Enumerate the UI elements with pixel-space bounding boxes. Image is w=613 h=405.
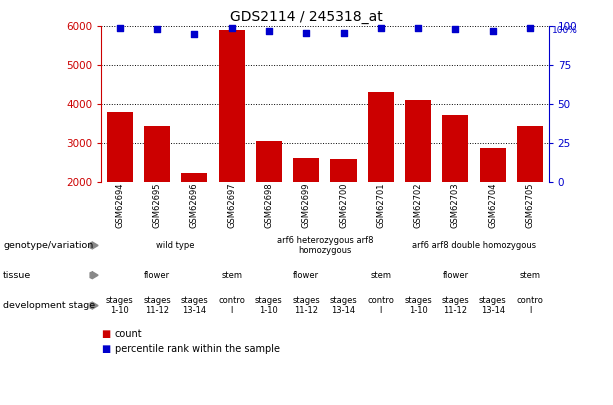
Text: GSM62701: GSM62701	[376, 183, 386, 228]
Text: ■: ■	[101, 329, 110, 339]
Text: GSM62697: GSM62697	[227, 183, 236, 228]
Point	[152, 26, 162, 33]
Bar	[517, 126, 543, 182]
Text: stages
11-12: stages 11-12	[292, 296, 320, 315]
Text: stages
11-12: stages 11-12	[441, 296, 470, 315]
Text: GSM62705: GSM62705	[525, 183, 535, 228]
Point	[413, 25, 423, 31]
Bar	[181, 173, 207, 182]
Point	[302, 29, 311, 36]
Point	[338, 29, 348, 36]
Point	[264, 28, 274, 34]
Text: contro
l: contro l	[218, 296, 245, 315]
Text: stem: stem	[519, 271, 541, 280]
Text: flower: flower	[293, 271, 319, 280]
Text: genotype/variation: genotype/variation	[3, 241, 93, 250]
Text: 100%: 100%	[552, 26, 577, 35]
Text: GSM62695: GSM62695	[153, 183, 162, 228]
Text: arf6 arf8 double homozygous: arf6 arf8 double homozygous	[412, 241, 536, 250]
Text: GSM62699: GSM62699	[302, 183, 311, 228]
Text: arf6 heterozygous arf8
homozygous: arf6 heterozygous arf8 homozygous	[276, 236, 373, 255]
Text: count: count	[115, 329, 142, 339]
Text: GSM62696: GSM62696	[190, 183, 199, 228]
Point	[488, 28, 498, 34]
Point	[115, 25, 124, 31]
Text: GSM62702: GSM62702	[414, 183, 422, 228]
Point	[451, 26, 460, 33]
Text: stages
1-10: stages 1-10	[255, 296, 283, 315]
Text: stages
13-14: stages 13-14	[479, 296, 506, 315]
Bar	[479, 148, 506, 182]
Text: stages
1-10: stages 1-10	[106, 296, 134, 315]
Text: flower: flower	[144, 271, 170, 280]
Bar	[330, 159, 357, 182]
Text: GSM62703: GSM62703	[451, 183, 460, 228]
Bar	[443, 115, 468, 182]
Text: GSM62704: GSM62704	[488, 183, 497, 228]
Text: stem: stem	[221, 271, 242, 280]
Bar	[256, 141, 282, 182]
Text: tissue: tissue	[3, 271, 31, 280]
Bar	[405, 100, 431, 182]
Text: GSM62700: GSM62700	[339, 183, 348, 228]
Text: development stage: development stage	[3, 301, 95, 310]
Bar	[144, 126, 170, 182]
Text: flower: flower	[443, 271, 468, 280]
Text: GDS2114 / 245318_at: GDS2114 / 245318_at	[230, 10, 383, 24]
Point	[189, 31, 199, 37]
Text: stem: stem	[370, 271, 391, 280]
Text: wild type: wild type	[156, 241, 195, 250]
Text: stages
13-14: stages 13-14	[180, 296, 208, 315]
Point	[376, 25, 386, 31]
Text: GSM62698: GSM62698	[264, 183, 273, 228]
Bar	[107, 112, 133, 182]
Bar	[219, 30, 245, 182]
Text: ■: ■	[101, 344, 110, 354]
Point	[525, 25, 535, 31]
Text: percentile rank within the sample: percentile rank within the sample	[115, 344, 280, 354]
Text: stages
1-10: stages 1-10	[404, 296, 432, 315]
Text: stages
11-12: stages 11-12	[143, 296, 171, 315]
Text: stages
13-14: stages 13-14	[330, 296, 357, 315]
Bar	[293, 158, 319, 182]
Text: GSM62694: GSM62694	[115, 183, 124, 228]
Point	[227, 25, 237, 31]
Text: contro
l: contro l	[517, 296, 544, 315]
Text: contro
l: contro l	[367, 296, 394, 315]
Bar	[368, 92, 394, 182]
